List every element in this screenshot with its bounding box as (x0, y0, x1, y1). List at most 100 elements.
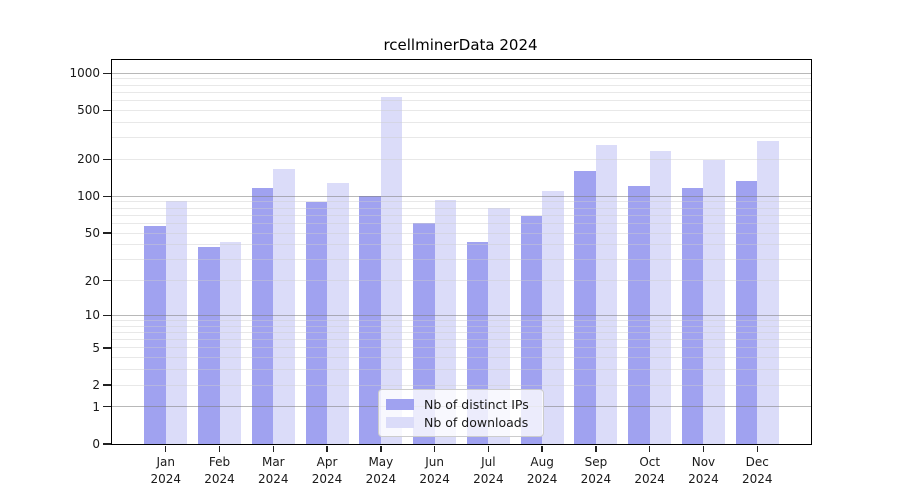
x-tick-label-may: May 2024 (353, 454, 409, 488)
gridline-major-10 (112, 314, 811, 317)
x-tick-month: Jun (425, 455, 444, 469)
gridline-minor-300 (112, 137, 811, 139)
x-tick-month: Nov (691, 455, 716, 469)
x-tick-year: 2024 (311, 472, 343, 486)
x-tick-label-jul: Jul 2024 (460, 454, 516, 488)
bar-dec-downloads (757, 140, 779, 444)
bar-sep-downloads (595, 144, 618, 444)
y-tick-label-5: 5 (92, 340, 100, 355)
gridline-minor-6 (112, 339, 811, 341)
bar-jun-downloads (434, 199, 457, 444)
y-tick-50 (103, 232, 111, 234)
x-tick-may (380, 445, 382, 452)
gridline-minor-900 (112, 78, 811, 80)
y-tick-label-10: 10 (84, 308, 100, 323)
gridline-minor-3 (112, 369, 811, 371)
bar-jul-downloads (488, 207, 510, 444)
gridline-minor-70 (112, 214, 811, 216)
y-tick-5 (103, 347, 111, 349)
legend-label-distinct-ips: Nb of distinct IPs (424, 397, 529, 412)
x-tick-month: Mar (261, 455, 285, 469)
bar-nov-downloads (703, 159, 725, 444)
x-tick-month: Apr (316, 455, 338, 469)
gridline-minor-30 (112, 259, 811, 261)
x-tick-apr (326, 445, 328, 452)
x-tick-jul (487, 445, 490, 452)
legend-item-distinct-ips: Nb of distinct IPs (386, 396, 535, 413)
gridline-minor-9 (112, 319, 811, 321)
bar-apr-distinct-ips (305, 201, 328, 444)
x-tick-year: 2024 (688, 472, 719, 486)
bar-jan-distinct-ips (144, 226, 166, 444)
y-tick-label-500: 500 (77, 103, 100, 118)
x-tick-label-nov: Nov 2024 (675, 454, 731, 488)
legend-item-downloads: Nb of downloads (386, 414, 535, 431)
gridline-minor-90 (112, 201, 811, 203)
y-tick-1 (103, 406, 111, 408)
y-tick-200 (103, 158, 111, 161)
x-tick-oct (648, 445, 651, 452)
x-tick-dec (756, 445, 758, 452)
x-tick-label-feb: Feb 2024 (192, 454, 248, 488)
bar-nov-distinct-ips (681, 188, 704, 444)
y-tick-label-0: 0 (92, 437, 100, 451)
bar-feb-distinct-ips (198, 247, 220, 444)
x-tick-label-jan: Jan 2024 (138, 454, 194, 488)
bar-dec-distinct-ips (735, 181, 758, 444)
legend-label-downloads: Nb of downloads (424, 415, 529, 430)
x-tick-month: Sep (584, 455, 608, 469)
bar-sep-distinct-ips (574, 170, 596, 444)
x-tick-year: 2024 (258, 472, 289, 486)
gridline-minor-20 (112, 280, 811, 282)
chart-title: rcellminerData 2024 (383, 36, 538, 54)
bar-may-distinct-ips (359, 195, 381, 444)
x-tick-mar (272, 445, 274, 452)
bar-mar-distinct-ips (251, 188, 274, 444)
x-tick-year: 2024 (634, 472, 665, 486)
x-tick-nov (702, 445, 705, 452)
x-tick-label-jun: Jun 2024 (407, 454, 463, 488)
bar-apr-downloads (327, 182, 349, 444)
gridline-major-100 (112, 195, 811, 198)
y-tick-100 (103, 195, 111, 198)
x-tick-month: Dec (745, 455, 769, 469)
y-tick-label-100: 100 (77, 189, 100, 204)
y-tick-label-200: 200 (77, 152, 100, 167)
y-tick-label-1: 1 (92, 399, 100, 414)
x-tick-year: 2024 (526, 472, 558, 486)
plot-area: Nb of distinct IPs Nb of downloads 0 1 2 5 1… (69, 59, 812, 486)
bar-mar-downloads (273, 169, 295, 444)
gridline-minor-600 (112, 100, 811, 102)
gridline-minor-200 (112, 158, 811, 160)
x-tick-jan (165, 445, 167, 452)
x-tick-month: Aug (530, 455, 554, 469)
bar-aug-downloads (542, 190, 564, 444)
y-tick-1000 (103, 72, 111, 74)
y-tick-2 (103, 384, 111, 386)
gridline-minor-8 (112, 325, 811, 327)
x-tick-sep (595, 445, 597, 452)
y-tick-label-20: 20 (84, 273, 100, 288)
x-tick-year: 2024 (741, 472, 773, 486)
x-tick-label-dec: Dec 2024 (729, 454, 785, 488)
legend: Nb of distinct IPs Nb of downloads (378, 389, 544, 437)
gridline-minor-50 (112, 232, 811, 234)
bar-jan-downloads (165, 201, 188, 444)
x-tick-label-sep: Sep 2024 (568, 454, 624, 488)
bar-aug-distinct-ips (520, 216, 543, 444)
x-tick-year: 2024 (473, 472, 504, 486)
x-tick-month: May (368, 455, 394, 469)
gridline-minor-7 (112, 331, 811, 333)
x-tick-label-aug: Aug 2024 (514, 454, 570, 488)
x-tick-label-mar: Mar 2024 (245, 454, 301, 488)
x-tick-aug (541, 445, 543, 452)
y-tick-10 (103, 314, 111, 317)
gridline-minor-800 (112, 84, 811, 86)
gridline-minor-2 (112, 384, 811, 386)
x-tick-feb (218, 445, 221, 452)
gridline-minor-5 (112, 347, 811, 349)
legend-swatch-downloads (386, 417, 414, 428)
gridline-minor-500 (112, 109, 811, 111)
x-tick-year: 2024 (580, 472, 612, 486)
